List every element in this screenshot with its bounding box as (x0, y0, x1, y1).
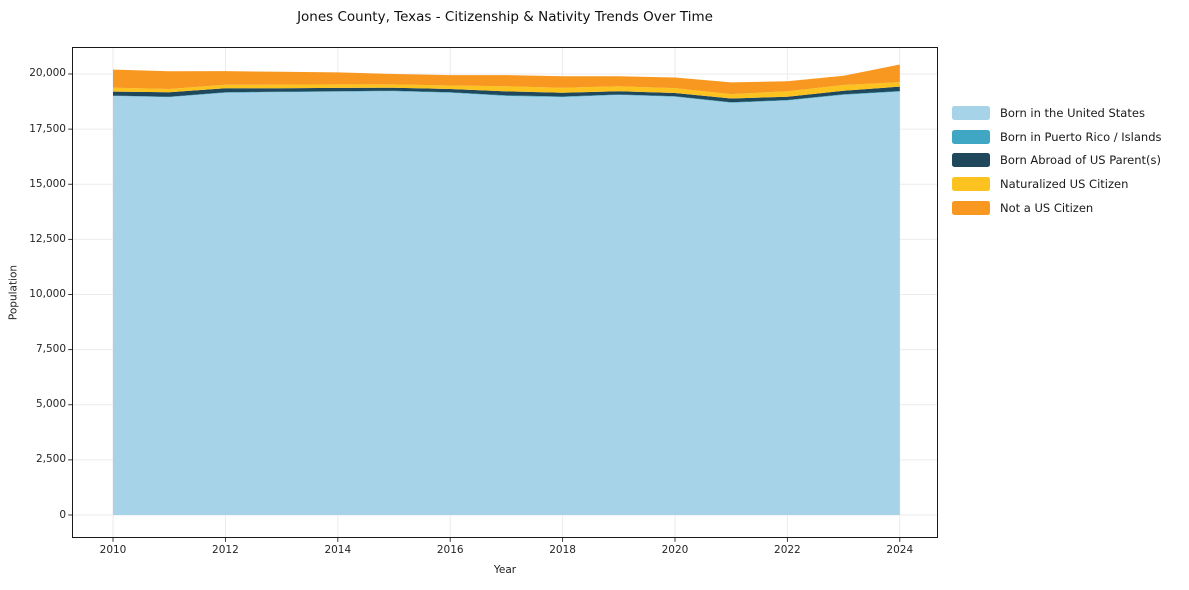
x-tick-label: 2020 (661, 544, 689, 556)
plot-border (72, 47, 938, 538)
x-tick-label: 2012 (212, 544, 239, 556)
legend-swatch (952, 106, 990, 120)
y-tick-label: 2,500 (35, 453, 66, 466)
y-tick-label: 20,000 (29, 67, 66, 80)
x-tick-label: 2016 (436, 544, 464, 556)
x-tick-label: 2018 (549, 544, 576, 556)
legend: Born in the United States Born in Puerto … (952, 106, 1162, 224)
x-axis-label: Year (493, 564, 517, 576)
legend-label: Born in the United States (1000, 106, 1145, 120)
y-tick-label: 12,500 (29, 232, 66, 245)
legend-item-not-a-us-citizen: Not a US Citizen (952, 200, 1162, 215)
y-tick-label: 0 (59, 508, 66, 521)
x-tick-label: 2022 (774, 544, 801, 556)
area-born-in-the-united-states (113, 91, 900, 515)
chart-title: Jones County, Texas - Citizenship & Nati… (297, 9, 713, 25)
legend-item-born-in-the-united-states: Born in the United States (952, 106, 1162, 120)
legend-label: Not a US Citizen (1000, 200, 1094, 215)
y-tick-label: 7,500 (35, 343, 66, 356)
y-tick-label: 5,000 (35, 398, 66, 411)
legend-item-born-in-puerto-rico-islands: Born in Puerto Rico / Islands (952, 129, 1162, 144)
legend-item-naturalized-us-citizen: Naturalized US Citizen (952, 177, 1162, 192)
legend-label: Born Abroad of US Parent(s) (1000, 153, 1161, 168)
area-naturalized-us-citizen (113, 82, 900, 99)
legend-label: Naturalized US Citizen (1000, 177, 1129, 192)
x-tick-label: 2010 (99, 544, 127, 556)
x-tick-label: 2014 (324, 544, 352, 556)
area-born-abroad-of-us-parent-s (113, 86, 900, 103)
area-not-a-us-citizen (113, 64, 900, 95)
legend-swatch (952, 153, 990, 168)
x-tick-label: 2024 (886, 544, 914, 556)
legend-swatch (952, 177, 990, 192)
legend-item-born-abroad-of-us-parent-s: Born Abroad of US Parent(s) (952, 153, 1162, 168)
y-tick-label: 15,000 (29, 177, 66, 190)
legend-swatch (952, 129, 990, 144)
legend-swatch (952, 200, 990, 215)
y-tick-label: 10,000 (29, 287, 66, 300)
y-tick-label: 17,500 (29, 122, 66, 135)
legend-label: Born in Puerto Rico / Islands (1000, 129, 1162, 144)
